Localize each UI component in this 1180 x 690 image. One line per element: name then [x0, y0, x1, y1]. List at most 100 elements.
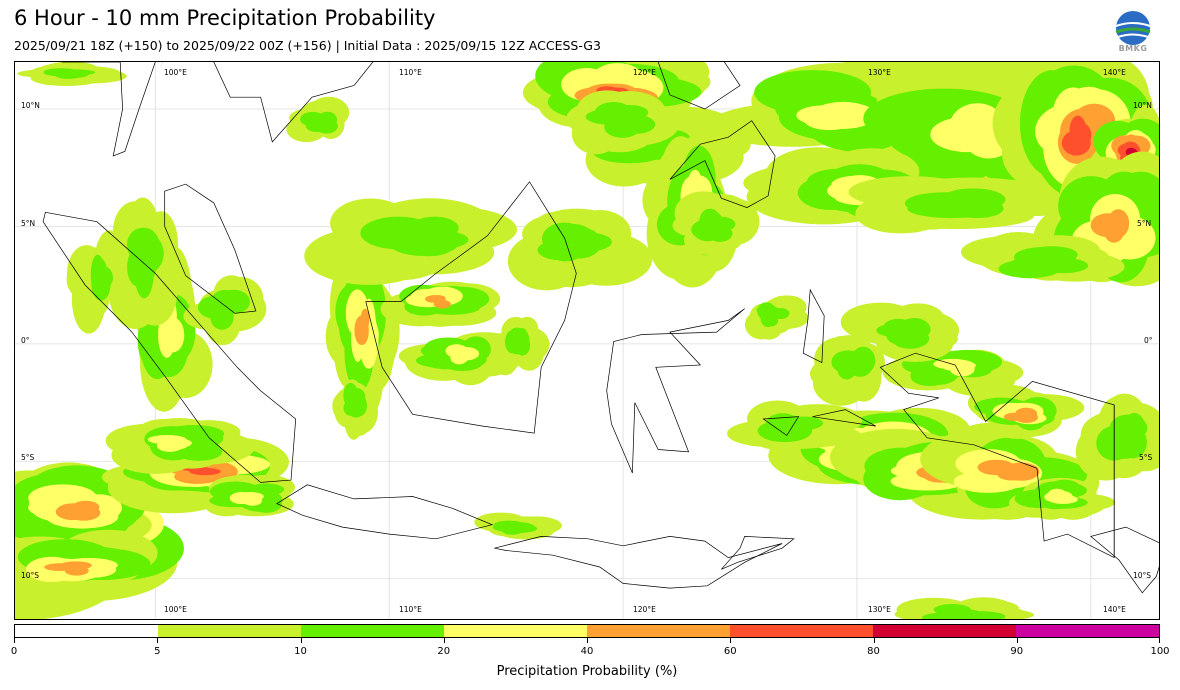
colorbar-tick-label: 20	[437, 646, 451, 657]
colorbar-segment-6	[873, 625, 1016, 637]
lon-label-bottom-100: 100°E	[164, 605, 187, 614]
coastline	[164, 183, 257, 314]
precipitation-blob	[197, 296, 231, 319]
lat-label-right-10s: 10°S	[1133, 571, 1152, 580]
coastline	[42, 211, 297, 483]
precipitation-blob	[387, 226, 461, 257]
colorbar-segment-5	[730, 625, 873, 637]
precipitation-blob	[91, 267, 111, 301]
colorbar-tickmark	[873, 638, 875, 643]
lon-label-bottom-120: 120°E	[633, 605, 656, 614]
bmkg-logo-icon	[1115, 11, 1151, 45]
coastline	[1090, 526, 1159, 594]
precipitation-blob	[998, 259, 1061, 279]
colorbar	[14, 624, 1160, 638]
precipitation-blob	[1014, 411, 1038, 423]
precipitation-blob	[235, 495, 254, 504]
lon-label-top-110: 110°E	[399, 68, 422, 77]
lon-label-top-100: 100°E	[164, 68, 187, 77]
map-canvas	[15, 62, 1159, 619]
precipitation-blob	[127, 231, 161, 262]
precipitation-blob	[1117, 423, 1144, 449]
colorbar-tick-label: 80	[867, 646, 880, 657]
precipitation-blob	[692, 218, 723, 242]
precipitation-blob	[756, 305, 779, 315]
chart-title: 6 Hour - 10 mm Precipitation Probability	[14, 6, 436, 30]
coastline	[162, 62, 374, 143]
colorbar-tick-label: 40	[580, 646, 594, 657]
precipitation-blob	[851, 346, 876, 375]
lon-label-bottom-140: 140°E	[1103, 605, 1126, 614]
lat-label-left-10s: 10°S	[21, 571, 40, 580]
precipitation-blob	[445, 344, 468, 358]
precipitation-blob	[796, 105, 851, 126]
colorbar-tick-label: 5	[154, 646, 161, 657]
lon-label-top-140: 140°E	[1103, 68, 1126, 77]
colorbar-tick-label: 0	[10, 646, 18, 657]
colorbar-tickmark	[443, 638, 445, 643]
precipitation-blob	[505, 330, 519, 354]
coastline	[802, 288, 825, 364]
colorbar-tick-label: 10	[294, 646, 307, 657]
coastline	[669, 120, 776, 208]
lat-label-right-5n: 5°N	[1137, 219, 1152, 228]
colorbar-tick-label: 60	[723, 646, 737, 657]
lat-label-left-5s: 5°S	[21, 453, 35, 462]
lat-label-left-5n: 5°N	[21, 219, 36, 228]
precipitation-blob	[351, 394, 368, 417]
precipitation-blob	[1048, 488, 1067, 500]
lon-label-bottom-130: 130°E	[868, 605, 891, 614]
coastline	[276, 484, 494, 540]
colorbar-tickmark	[730, 638, 732, 643]
lat-label-left-10n: 10°N	[21, 101, 40, 110]
precipitation-blob	[52, 71, 88, 78]
colorbar-segment-4	[587, 625, 730, 637]
lat-label-right-5s: 5°S	[1139, 453, 1153, 462]
coastline	[879, 352, 1115, 559]
precipitation-blob	[55, 503, 91, 521]
coastline	[812, 409, 876, 427]
colorbar-segment-7	[1016, 625, 1159, 637]
precipitation-blob	[1061, 130, 1091, 156]
colorbar-tickmark	[1016, 638, 1018, 643]
lon-label-bottom-110: 110°E	[399, 605, 422, 614]
colorbar-tickmark	[157, 638, 159, 643]
precipitation-blob	[997, 468, 1026, 481]
colorbar-tickmark	[14, 638, 15, 643]
colorbar-segment-0	[15, 625, 158, 637]
precipitation-blob	[64, 565, 89, 576]
coastline	[721, 536, 795, 570]
coastline	[606, 308, 745, 474]
precipitation-blob	[156, 439, 183, 452]
precipitation-blob	[945, 609, 985, 619]
lat-label-right-0: 0°	[1144, 336, 1153, 345]
precipitation-blob	[898, 318, 931, 341]
precipitation-blob	[548, 241, 583, 262]
precipitation-blob	[610, 104, 649, 121]
coastline	[365, 181, 577, 434]
coastlines	[42, 62, 1159, 594]
colorbar-label: Precipitation Probability (%)	[496, 664, 678, 679]
lat-label-right-10n: 10°N	[1133, 101, 1152, 110]
colorbar-segment-3	[444, 625, 587, 637]
lat-label-left-0: 0°	[21, 336, 30, 345]
precipitation-blob	[493, 520, 526, 530]
precipitation-blob	[910, 365, 950, 387]
precipitation-blob	[1090, 213, 1126, 238]
precipitation-field	[15, 62, 1159, 619]
precipitation-blob	[425, 295, 445, 303]
precipitation-blob	[189, 467, 221, 476]
colorbar-segment-2	[301, 625, 444, 637]
lon-label-top-130: 130°E	[868, 68, 891, 77]
colorbar-tick-label: 90	[1010, 646, 1024, 657]
precipitation-blob	[305, 118, 330, 133]
colorbar-tickmark	[587, 638, 588, 643]
lon-label-top-120: 120°E	[633, 68, 656, 77]
colorbar-tickmark	[300, 638, 302, 643]
precipitation-blob	[766, 413, 799, 432]
coastline	[494, 536, 783, 589]
precipitation-blob	[355, 316, 369, 346]
precipitation-map: 100°E 110°E 120°E 130°E 140°E 100°E 110°…	[14, 61, 1160, 620]
colorbar-tickmark	[1159, 638, 1160, 643]
colorbar-tick-label: 100	[1150, 646, 1170, 657]
